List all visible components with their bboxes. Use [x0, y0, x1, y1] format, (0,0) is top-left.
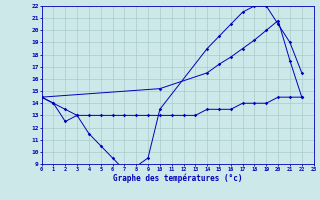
X-axis label: Graphe des températures (°c): Graphe des températures (°c)	[113, 174, 242, 183]
